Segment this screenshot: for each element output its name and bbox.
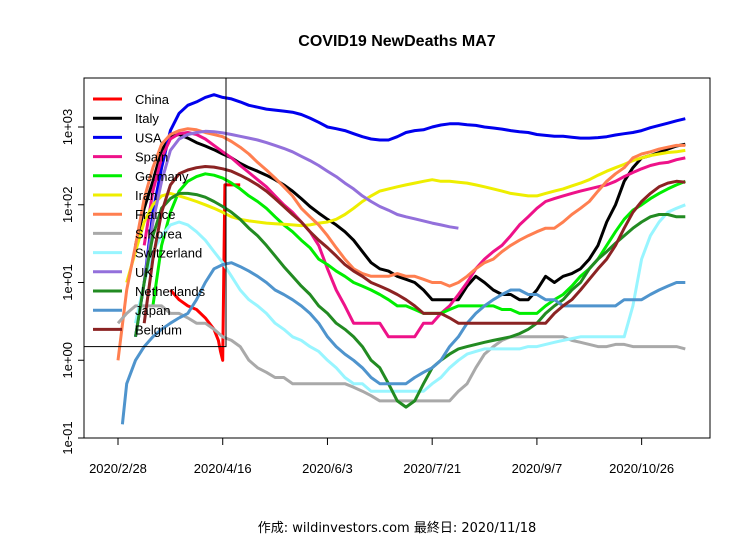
series-layer: [116, 93, 686, 425]
series-line-iran: [125, 148, 686, 283]
series-line-germany: [151, 172, 686, 315]
y-tick-label: 1e+00: [60, 342, 75, 379]
series-line-japan: [120, 261, 686, 425]
legend-label: Germany: [135, 169, 189, 184]
legend-label: USA: [135, 130, 162, 145]
x-tick-label: 2020/9/7: [512, 461, 563, 476]
axes: 1e-01 1e+00 1e+01 1e+02 1e+03 2020/2/28 2020/4…: [60, 109, 674, 476]
legend-box: [83, 77, 227, 348]
y-tick-label: 1e+02: [60, 186, 75, 223]
legend-label: Spain: [135, 150, 168, 165]
legend-label: China: [135, 92, 170, 107]
legend-label: Japan: [135, 303, 170, 318]
series-line-s-korea: [116, 304, 686, 403]
legend-label: Iran: [135, 188, 157, 203]
chart-title: COVID19 NewDeaths MA7: [298, 33, 495, 50]
y-tick-label: 1e-01: [60, 421, 75, 454]
legend-label: Italy: [135, 111, 159, 126]
x-tick-label: 2020/4/16: [194, 461, 252, 476]
legend: China Italy USA Spain Germany Iran France S.Kor…: [83, 77, 227, 348]
x-tick-label: 2020/6/3: [302, 461, 353, 476]
chart-caption: 作成: wildinvestors.com 最終日: 2020/11/18: [258, 520, 537, 536]
series-line-belgium: [142, 165, 686, 325]
x-tick-label: 2020/2/28: [89, 461, 147, 476]
x-tick-label: 2020/10/26: [609, 461, 674, 476]
series-line-switzerland: [134, 203, 686, 393]
y-tick-label: 1e+03: [60, 109, 75, 146]
legend-label: UK: [135, 265, 153, 280]
x-tick-label: 2020/7/21: [403, 461, 461, 476]
y-tick-label: 1e+01: [60, 264, 75, 301]
series-line-spain: [142, 131, 686, 339]
legend-label: Belgium: [135, 322, 182, 337]
series-line-uk: [142, 129, 459, 283]
legend-label: Netherlands: [135, 284, 206, 299]
series-line-netherlands: [134, 191, 686, 409]
legend-label: Switzerland: [135, 246, 202, 261]
series-line-usa: [134, 93, 686, 338]
legend-label: S.Korea: [135, 226, 183, 241]
legend-label: France: [135, 207, 175, 222]
series-line-france: [116, 127, 686, 361]
